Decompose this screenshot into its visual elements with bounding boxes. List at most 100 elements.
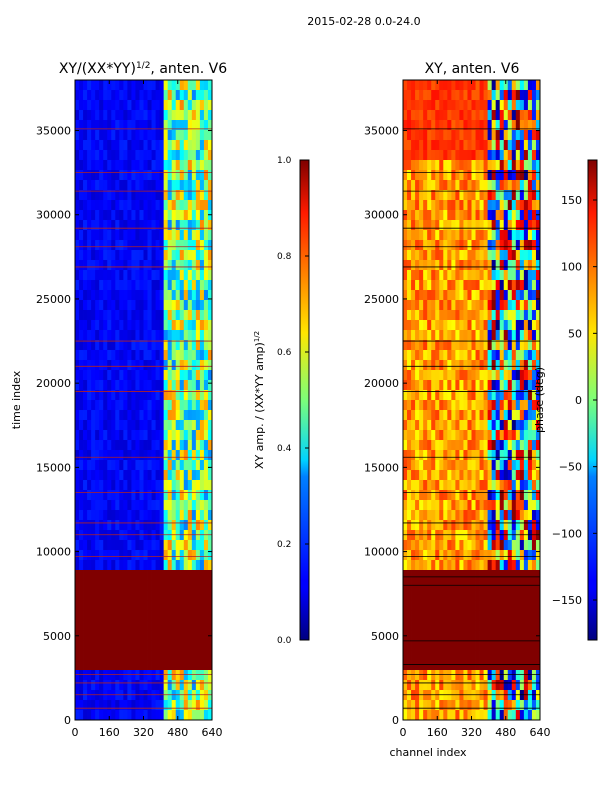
right-heatmap-cell <box>459 690 464 701</box>
right-heatmap-cell <box>459 480 464 491</box>
left-heatmap-cell <box>123 410 128 421</box>
left-heatmap-cell <box>103 710 108 721</box>
left-heatmap-cell <box>167 120 173 131</box>
left-heatmap-cell <box>183 350 189 361</box>
right-heatmap-cell <box>499 320 505 331</box>
left-heatmap-cell <box>123 640 128 651</box>
right-heatmap-cell <box>511 620 517 631</box>
right-heatmap-cell <box>471 530 476 541</box>
left-heatmap-cell <box>175 330 181 341</box>
left-heatmap-cell <box>179 360 185 371</box>
right-heatmap-cell <box>419 690 424 701</box>
right-heatmap-cell <box>431 120 436 131</box>
left-heatmap-cell <box>179 80 185 91</box>
left-heatmap-cell <box>139 380 144 391</box>
left-heatmap-cell <box>127 190 132 201</box>
right-heatmap-cell <box>427 110 432 121</box>
right-heatmap-cell <box>459 280 464 291</box>
right-heatmap-cell <box>475 110 480 121</box>
right-heatmap-cell <box>411 290 416 301</box>
right-heatmap-cell <box>507 160 513 171</box>
right-heatmap-cell <box>467 550 472 561</box>
left-heatmap-cell <box>183 150 189 161</box>
right-heatmap-cell <box>431 420 436 431</box>
left-heatmap-cell <box>135 480 140 491</box>
left-heatmap-cell <box>131 470 136 481</box>
right-heatmap-cell <box>523 180 529 191</box>
left-heatmap-cell <box>87 420 92 431</box>
left-heatmap-cell <box>119 210 124 221</box>
right-heatmap-cell <box>475 170 480 181</box>
right-heatmap-cell <box>467 420 472 431</box>
right-heatmap-cell <box>407 500 412 511</box>
right-heatmap-cell <box>455 190 460 201</box>
right-heatmap-cell <box>463 160 468 171</box>
left-heatmap-cell <box>123 230 128 241</box>
right-heatmap-cell <box>531 320 537 331</box>
right-heatmap-cell <box>519 650 525 661</box>
left-heatmap-cell <box>151 590 156 601</box>
left-heatmap-cell <box>159 540 165 551</box>
left-heatmap-cell <box>83 340 88 351</box>
left-heatmap-cell <box>127 690 132 701</box>
right-heatmap-cell <box>435 680 440 691</box>
left-heatmap-cell <box>167 690 173 701</box>
right-heatmap-cell <box>407 340 412 351</box>
right-heatmap-cell <box>403 160 408 171</box>
left-heatmap-cell <box>111 320 116 331</box>
left-heatmap-cell <box>87 610 92 621</box>
left-heatmap-cell <box>115 330 120 341</box>
right-heatmap-cell <box>491 590 497 601</box>
right-heatmap-cell <box>511 170 517 181</box>
right-heatmap-cell <box>467 330 472 341</box>
left-heatmap-cell <box>99 590 104 601</box>
right-heatmap-cell <box>439 700 444 711</box>
left-heatmap-cell <box>143 220 148 231</box>
right-heatmap-cell <box>487 320 493 331</box>
left-heatmap-cell <box>87 180 92 191</box>
right-heatmap-cell <box>439 550 444 561</box>
left-heatmap-cell <box>87 200 92 211</box>
left-heatmap-cell <box>79 520 84 531</box>
left-heatmap-cell <box>199 210 205 221</box>
left-heatmap-cell <box>207 470 213 481</box>
left-heatmap-cell <box>127 540 132 551</box>
left-heatmap-cell <box>119 670 124 681</box>
left-heatmap-cell <box>147 360 152 371</box>
right-heatmap-cell <box>523 660 529 671</box>
left-heatmap-cell <box>203 140 209 151</box>
right-heatmap-cell <box>479 710 484 721</box>
left-heatmap-cell <box>115 390 120 401</box>
right-heatmap-cell <box>423 170 428 181</box>
left-heatmap-cell <box>111 210 116 221</box>
right-heatmap-cell <box>435 410 440 421</box>
right-heatmap-cell <box>535 100 541 111</box>
left-heatmap-cell <box>179 650 185 661</box>
left-heatmap-cell <box>135 630 140 641</box>
left-heatmap-cell <box>187 440 193 451</box>
left-heatmap-cell <box>131 200 136 211</box>
left-heatmap-cell <box>147 560 152 571</box>
left-heatmap-cell <box>103 480 108 491</box>
right-heatmap-cell <box>411 400 416 411</box>
right-heatmap-cell <box>411 590 416 601</box>
left-heatmap-cell <box>195 320 201 331</box>
left-heatmap-cell <box>171 520 177 531</box>
left-heatmap-cell <box>103 370 108 381</box>
right-heatmap-cell <box>483 550 489 561</box>
left-heatmap-cell <box>111 160 116 171</box>
left-heatmap-cell <box>179 700 185 711</box>
left-heatmap-cell <box>119 110 124 121</box>
left-heatmap-cell <box>135 470 140 481</box>
right-heatmap-cell <box>443 160 448 171</box>
right-heatmap-cell <box>471 200 476 211</box>
left-heatmap-cell <box>75 560 80 571</box>
left-heatmap-cell <box>143 370 148 381</box>
right-heatmap-cell <box>447 230 452 241</box>
left-heatmap-cell <box>203 270 209 281</box>
right-heatmap-cell <box>427 240 432 251</box>
right-heatmap-cell <box>411 680 416 691</box>
left-heatmap-cell <box>123 270 128 281</box>
right-heatmap-cell <box>447 710 452 721</box>
left-heatmap-cell <box>107 120 112 131</box>
